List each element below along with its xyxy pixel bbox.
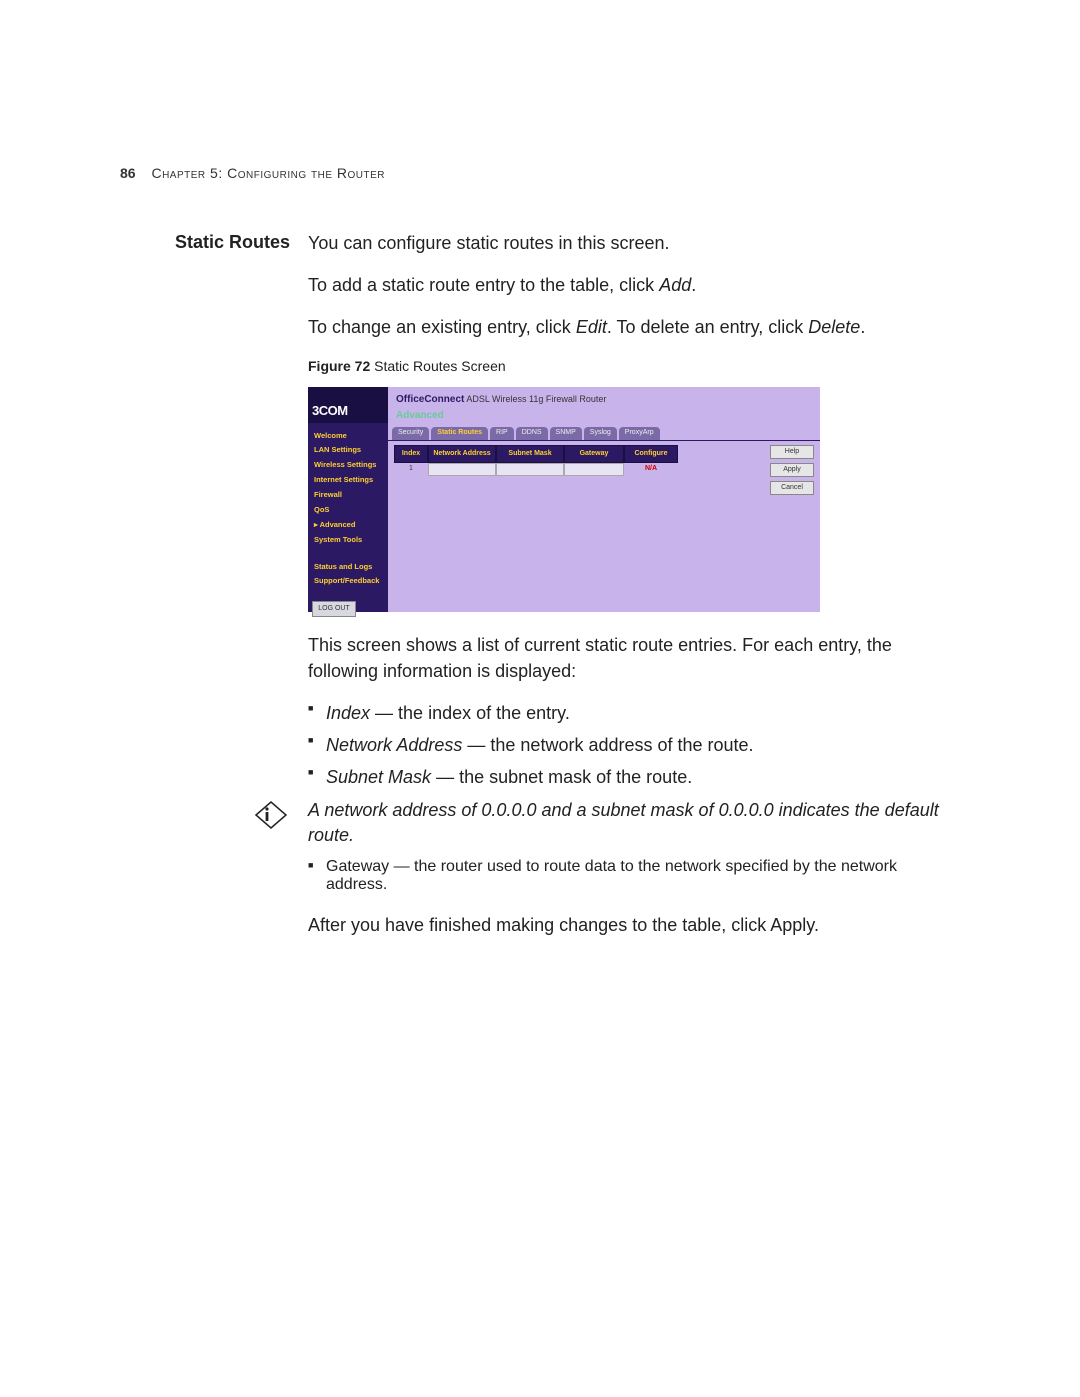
intro-paragraph: You can configure static routes in this … (308, 230, 960, 256)
nav-qos[interactable]: QoS (312, 503, 384, 518)
router-tabs: Security Static Routes RIP DDNS SNMP Sys… (388, 427, 820, 441)
router-title: OfficeConnect ADSL Wireless 11g Firewall… (388, 387, 820, 408)
chapter-title: Chapter 5: Configuring the Router (151, 165, 385, 181)
cell-subnet-1[interactable] (496, 463, 564, 476)
col-subnet-mask: Subnet Mask (496, 445, 564, 463)
tab-security[interactable]: Security (392, 427, 429, 440)
router-screenshot: 3COM Welcome LAN Settings Wireless Setti… (308, 387, 820, 612)
page-header: 86 Chapter 5: Configuring the Router (120, 165, 385, 181)
figure-caption: Figure 72 Static Routes Screen (308, 356, 960, 376)
document-page: 86 Chapter 5: Configuring the Router Sta… (0, 0, 1080, 1397)
nav-system-tools[interactable]: System Tools (312, 533, 384, 548)
tab-syslog[interactable]: Syslog (584, 427, 617, 440)
page-number: 86 (120, 165, 136, 181)
fields-list-2: Gateway — the router used to route data … (308, 858, 960, 894)
router-sidebar: 3COM Welcome LAN Settings Wireless Setti… (308, 387, 388, 612)
col-index: Index (394, 445, 428, 463)
nav-internet-settings[interactable]: Internet Settings (312, 473, 384, 488)
closing-paragraph: After you have finished making changes t… (308, 912, 960, 938)
after-figure-paragraph: This screen shows a list of current stat… (308, 632, 960, 684)
router-nav: Welcome LAN Settings Wireless Settings I… (308, 423, 388, 596)
list-item: Index — the index of the entry. (326, 700, 960, 726)
col-configure: Configure (624, 445, 678, 463)
nav-advanced[interactable]: Advanced (312, 518, 384, 533)
apply-button[interactable]: Apply (770, 463, 814, 477)
list-item: Gateway — the router used to route data … (326, 858, 960, 894)
nav-wireless-settings[interactable]: Wireless Settings (312, 458, 384, 473)
list-item: Subnet Mask — the subnet mask of the rou… (326, 764, 960, 790)
cancel-button[interactable]: Cancel (770, 481, 814, 495)
info-icon (120, 798, 290, 956)
brand-logo: 3COM (308, 387, 388, 423)
help-button[interactable]: Help (770, 445, 814, 459)
col-gateway: Gateway (564, 445, 624, 463)
cell-index-1: 1 (394, 463, 428, 474)
nav-status-logs[interactable]: Status and Logs (312, 560, 384, 575)
static-routes-table: Index Network Address Subnet Mask Gatewa… (394, 445, 814, 476)
nav-welcome[interactable]: Welcome (312, 429, 384, 444)
tab-static-routes[interactable]: Static Routes (431, 427, 488, 440)
note-text: A network address of 0.0.0.0 and a subne… (308, 798, 960, 848)
tab-proxyarp[interactable]: ProxyArp (619, 427, 660, 440)
logout-button[interactable]: LOG OUT (312, 601, 356, 617)
add-instruction: To add a static route entry to the table… (308, 272, 960, 298)
main-column: You can configure static routes in this … (308, 230, 960, 804)
cell-netaddr-1[interactable] (428, 463, 496, 476)
edit-delete-instruction: To change an existing entry, click Edit.… (308, 314, 960, 340)
fields-list-1: Index — the index of the entry. Network … (308, 700, 960, 790)
list-item: Network Address — the network address of… (326, 732, 960, 758)
tab-snmp[interactable]: SNMP (550, 427, 582, 440)
nav-lan-settings[interactable]: LAN Settings (312, 443, 384, 458)
nav-firewall[interactable]: Firewall (312, 488, 384, 503)
cell-gateway-1[interactable] (564, 463, 624, 476)
router-content: Index Network Address Subnet Mask Gatewa… (388, 441, 820, 612)
col-network-address: Network Address (428, 445, 496, 463)
nav-support-feedback[interactable]: Support/Feedback (312, 574, 384, 589)
section-heading: Static Routes (120, 230, 290, 804)
cell-configure-1: N/A (624, 463, 678, 474)
router-action-buttons: Help Apply Cancel (770, 445, 814, 495)
tab-ddns[interactable]: DDNS (516, 427, 548, 440)
tab-rip[interactable]: RIP (490, 427, 514, 440)
router-subtitle: Advanced (388, 407, 820, 424)
